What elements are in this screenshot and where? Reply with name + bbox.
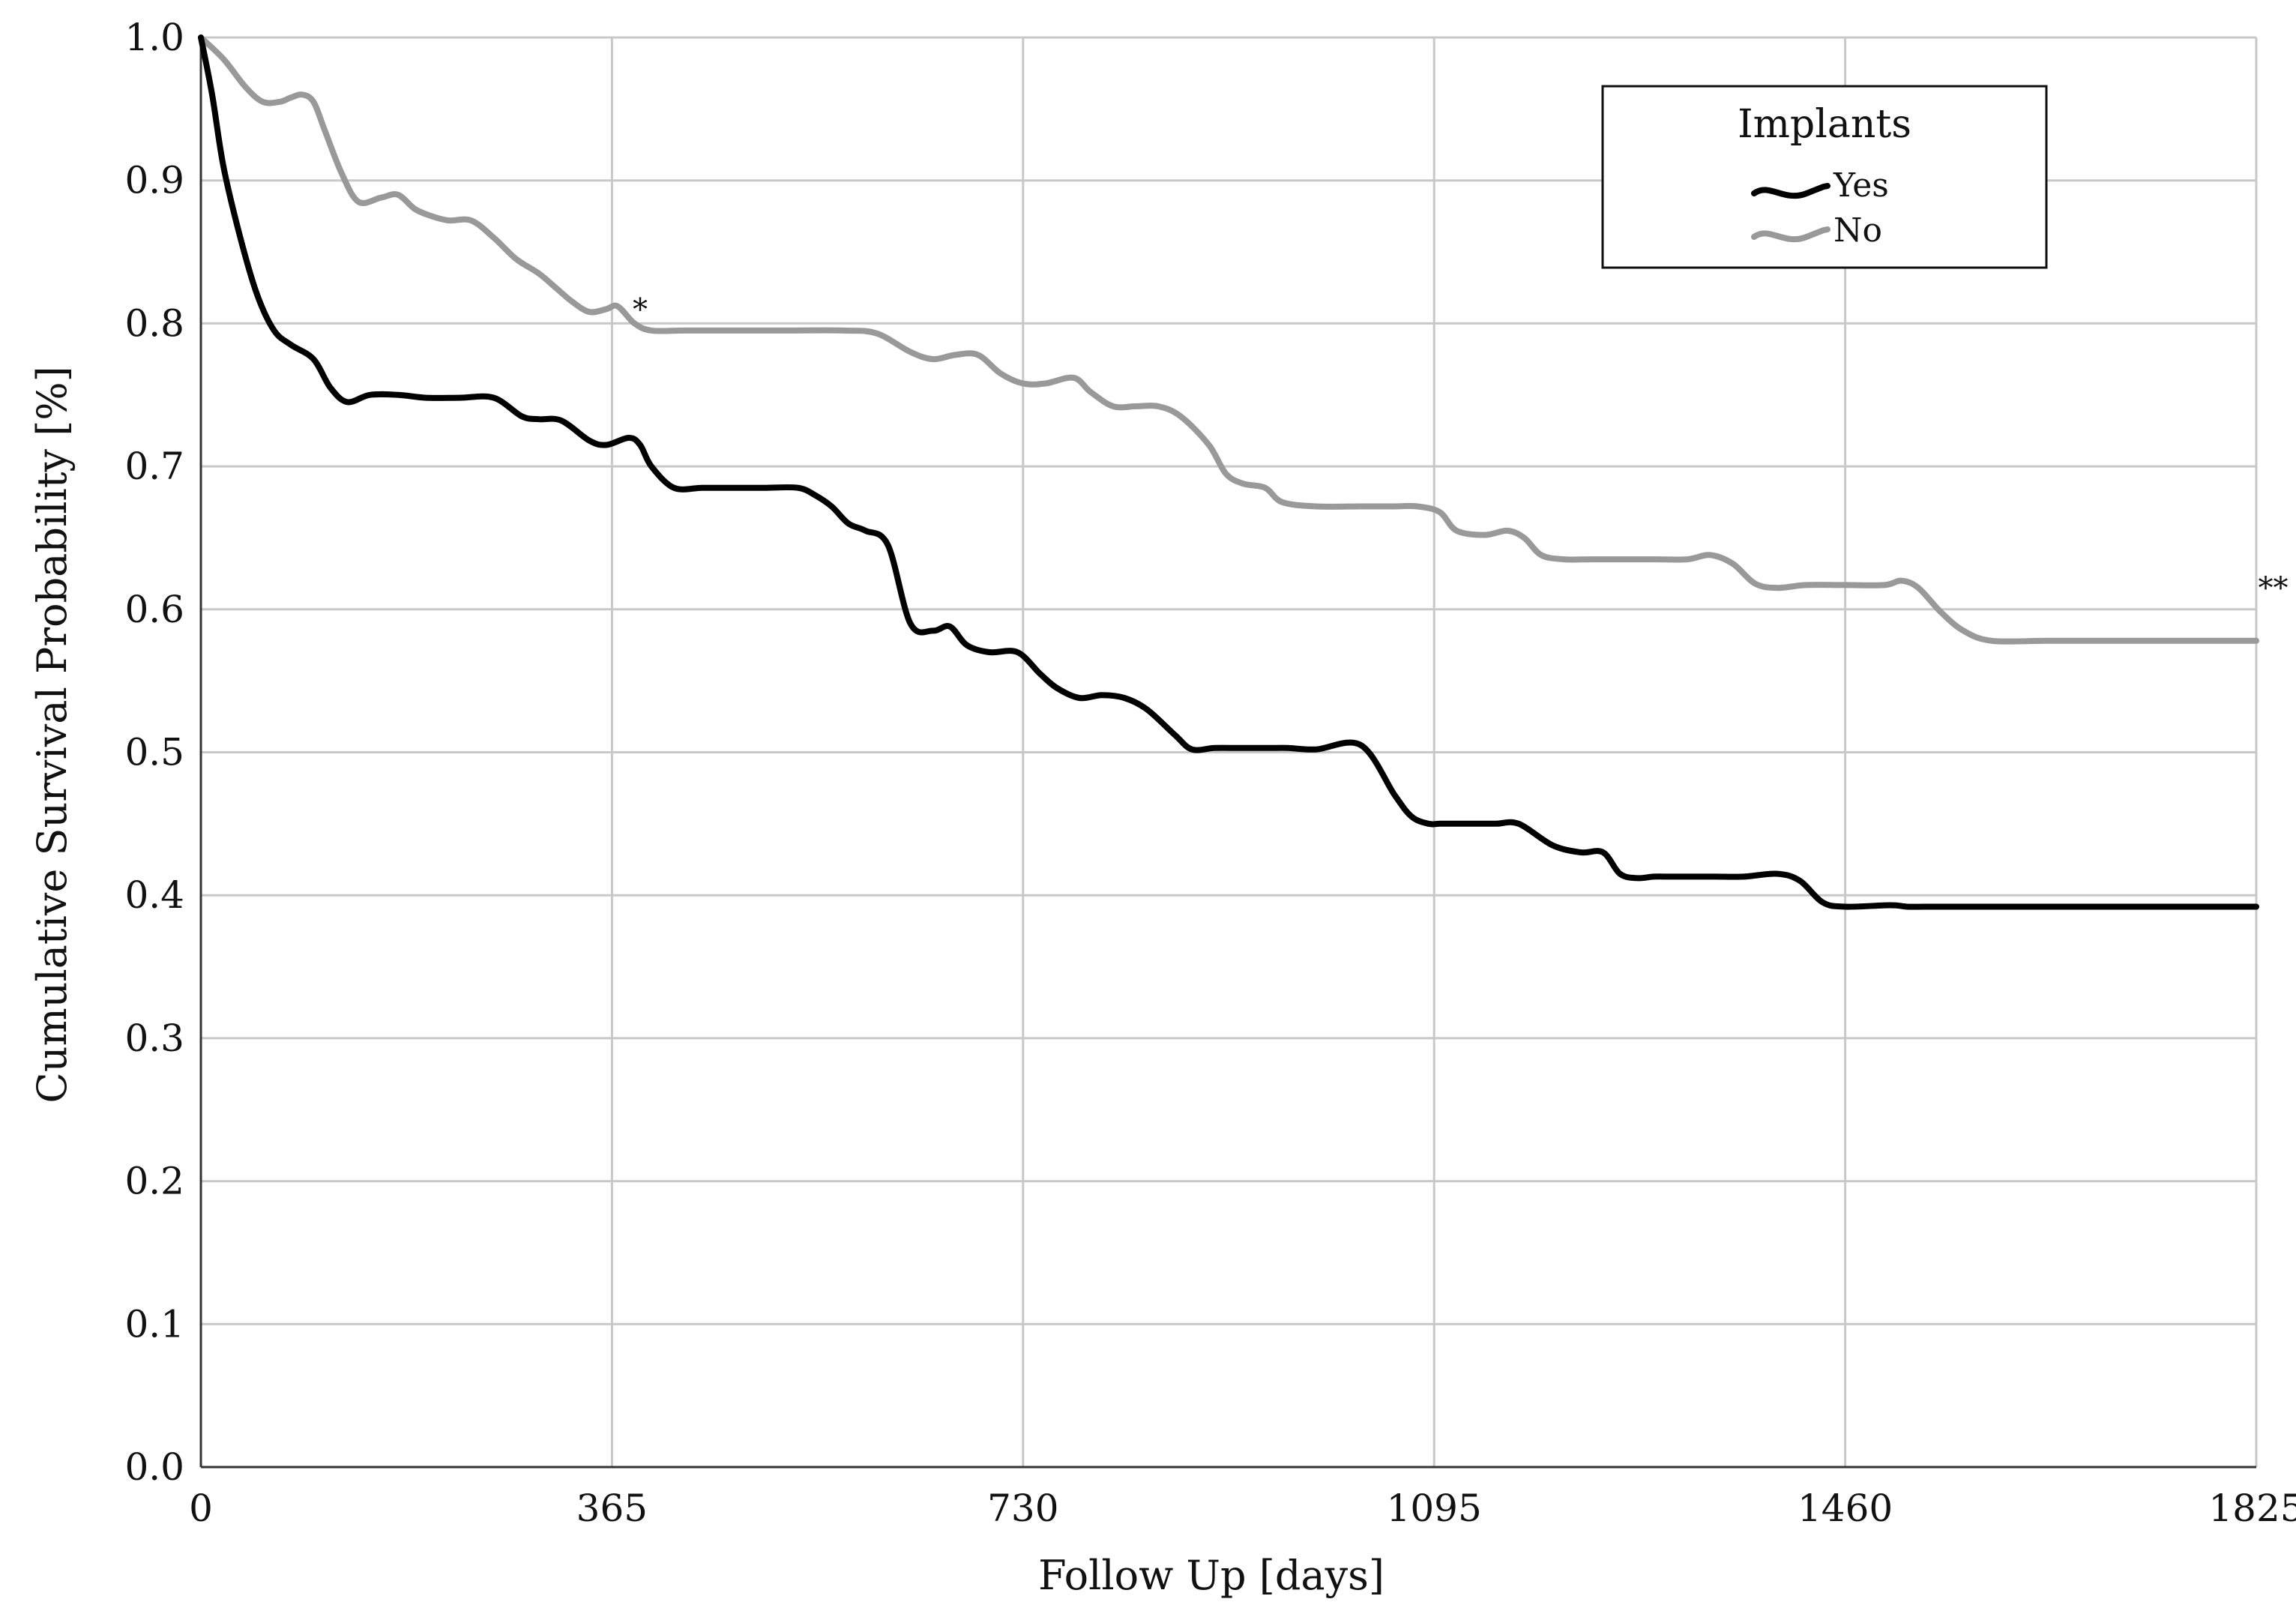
legend-label-no: No <box>1834 211 1882 250</box>
annotation-marker: * <box>633 292 648 327</box>
series-line-yes <box>198 34 2259 910</box>
y-tick-label: 0.6 <box>124 588 184 631</box>
x-axis-label: Follow Up [days] <box>1038 1552 1384 1599</box>
y-tick-label: 0.7 <box>124 445 184 488</box>
x-tick-labels: 0 365 730 1095 1460 1825 <box>189 1487 2296 1530</box>
legend-swatch-no <box>1751 226 1831 243</box>
grid-lines <box>201 36 2258 1469</box>
annotations: *** <box>633 292 2289 606</box>
legend-title: Implants <box>1738 102 1911 147</box>
legend-label-yes: Yes <box>1833 166 1889 205</box>
legend-swatch-yes <box>1751 183 1831 199</box>
x-tick-label: 1825 <box>2208 1487 2296 1530</box>
y-tick-label: 1.0 <box>124 16 184 59</box>
y-tick-label: 0.4 <box>124 873 184 917</box>
legend: Implants Yes No <box>1601 85 2048 269</box>
series-lines <box>198 34 2259 910</box>
x-tick-label: 730 <box>987 1487 1058 1530</box>
series-line-no <box>198 34 2259 645</box>
y-tick-labels: 0.0 0.1 0.2 0.3 0.4 0.5 0.6 0.7 0.8 0.9 1.0 <box>124 16 184 1489</box>
y-tick-label: 0.9 <box>124 159 184 202</box>
y-tick-label: 0.8 <box>124 301 184 345</box>
y-tick-label: 0.5 <box>124 731 184 774</box>
y-tick-label: 0.2 <box>124 1160 184 1203</box>
annotation-marker: ** <box>2259 571 2289 606</box>
axes <box>199 37 2256 1469</box>
y-axis-label: Cumulative Survival Probability [%] <box>28 366 76 1103</box>
y-tick-label: 0.1 <box>124 1302 184 1346</box>
legend-box <box>1601 85 2048 269</box>
y-tick-label: 0.0 <box>124 1445 184 1489</box>
x-tick-label: 1460 <box>1798 1487 1893 1530</box>
x-tick-label: 1095 <box>1387 1487 1482 1530</box>
y-tick-label: 0.3 <box>124 1017 184 1060</box>
x-tick-label: 0 <box>189 1487 213 1530</box>
x-tick-label: 365 <box>576 1487 648 1530</box>
